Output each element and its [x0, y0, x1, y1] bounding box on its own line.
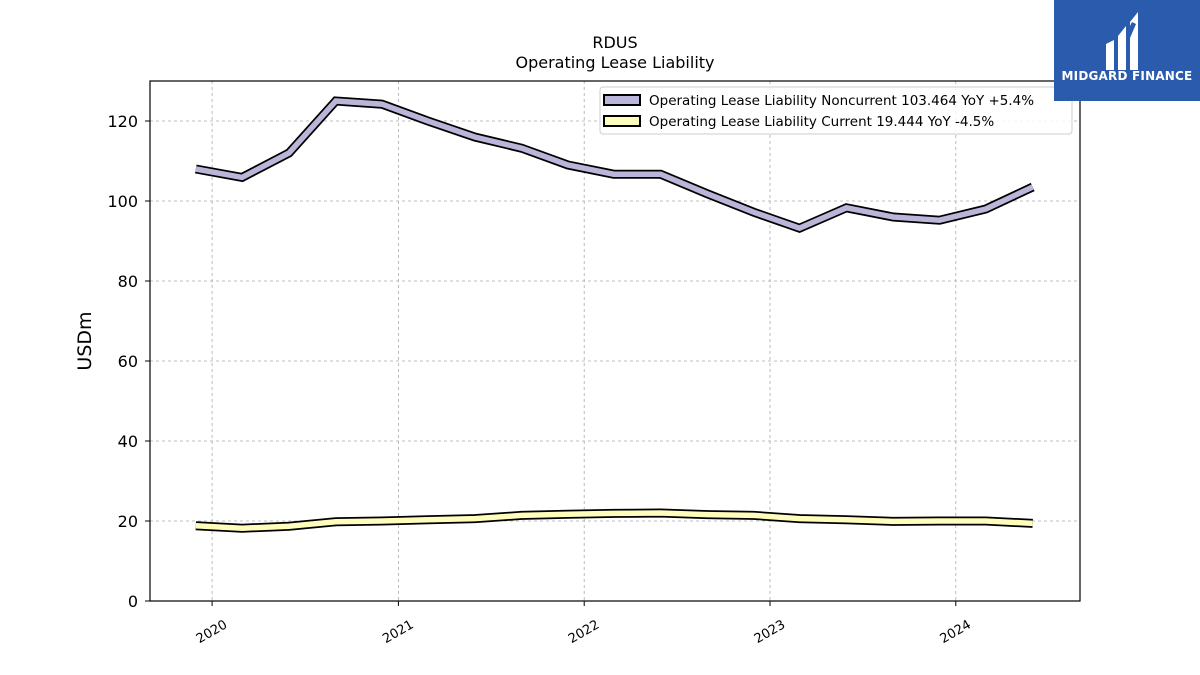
logo-text: MIDGARD FINANCE: [1061, 69, 1193, 83]
x-tick-label: 2024: [938, 617, 974, 647]
chart-subtitle: Operating Lease Liability: [515, 53, 715, 72]
legend-swatch-2: [603, 115, 641, 127]
chart-title: RDUS: [592, 33, 638, 52]
brand-logo: MIDGARD FINANCE: [1054, 0, 1200, 101]
x-tick-label: 2023: [752, 617, 788, 647]
y-tick-label: 20: [118, 512, 138, 531]
series-line-2: [195, 510, 1033, 531]
y-tick-label: 40: [118, 432, 138, 451]
y-tick-label: 100: [107, 192, 138, 211]
x-axis-ticks: 2020 2021 2022 2023 2024: [194, 601, 974, 647]
series-layer: [194, 96, 1035, 533]
y-tick-label: 0: [128, 592, 138, 611]
x-tick-label: 2020: [194, 617, 230, 647]
logo-mark-icon: [1106, 12, 1138, 70]
y-axis-ticks: 0 20 40 60 80 100 120: [107, 112, 150, 611]
y-tick-label: 120: [107, 112, 138, 131]
legend-box: [599, 86, 1073, 135]
plot-frame: [149, 80, 1081, 602]
y-tick-label: 60: [118, 352, 138, 371]
legend-label-1: Operating Lease Liability Noncurrent 103…: [649, 93, 1034, 109]
y-tick-label: 80: [118, 272, 138, 291]
x-tick-label: 2021: [380, 617, 416, 647]
legend-swatch-1: [603, 94, 641, 106]
legend: Operating Lease Liability Noncurrent 103…: [599, 86, 1073, 135]
legend-label-2: Operating Lease Liability Current 19.444…: [649, 114, 994, 130]
y-axis-label: USDm: [74, 311, 96, 370]
series-line-1: [195, 98, 1034, 232]
x-tick-label: 2022: [566, 617, 602, 647]
